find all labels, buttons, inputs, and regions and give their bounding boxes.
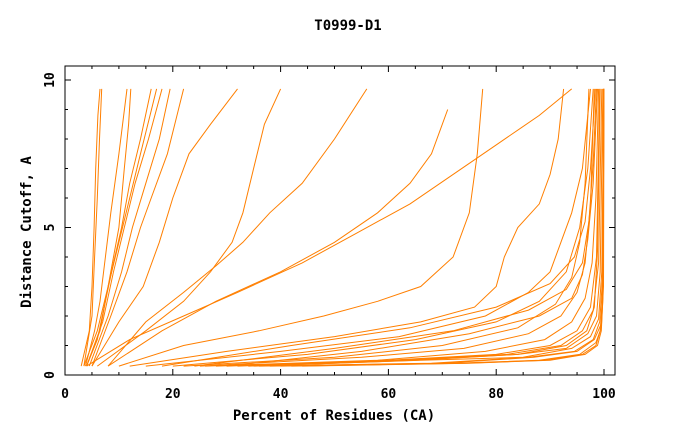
series-line-m2 [83, 88, 103, 367]
series-line-m26 [258, 88, 604, 367]
x-tick-label: 20 [165, 387, 181, 402]
chart-title: T0999-D1 [314, 18, 381, 34]
series-line-m15 [118, 88, 484, 367]
x-tick-label: 100 [592, 387, 616, 402]
series-line-m3 [85, 88, 128, 367]
series-line-m13 [107, 109, 449, 367]
series-line-m32 [291, 88, 604, 367]
series-line-m30 [194, 88, 597, 367]
series-line-m6 [86, 88, 163, 367]
series-line-m33 [302, 88, 605, 367]
series-line-m25 [248, 88, 605, 367]
x-tick-label: 0 [61, 387, 69, 402]
y-tick-label: 0 [43, 371, 58, 379]
series-line-m11 [97, 88, 282, 367]
series-line-m16 [129, 88, 565, 367]
series-line-m27 [269, 88, 605, 367]
y-tick-label: 5 [43, 224, 58, 232]
series-line-m8 [83, 88, 132, 367]
series-line-m12 [107, 88, 368, 367]
series-line-m22 [215, 88, 601, 367]
series-line-m23 [226, 88, 603, 367]
series-line-m29 [226, 88, 598, 367]
x-tick-label: 80 [488, 387, 504, 402]
x-axis-label: Percent of Residues (CA) [233, 408, 435, 424]
series-line-m10 [91, 88, 238, 367]
series-layer [80, 88, 605, 367]
series-line-m14 [86, 88, 573, 367]
y-axis-label: Distance Cutoff, A [19, 156, 35, 308]
series-line-m24 [237, 88, 604, 367]
series-line-m7 [88, 88, 171, 367]
x-tick-label: 60 [381, 387, 397, 402]
series-line-m21 [205, 88, 600, 367]
series-line-m31 [161, 88, 596, 367]
series-line-m9 [91, 88, 185, 367]
series-line-m34 [253, 88, 601, 367]
series-line-m19 [183, 88, 590, 367]
y-tick-label: 10 [43, 72, 58, 88]
series-line-m28 [280, 88, 605, 367]
plot-frame [64, 65, 616, 376]
series-line-m20 [199, 88, 595, 367]
x-tick-label: 40 [273, 387, 289, 402]
series-line-m5 [86, 88, 158, 367]
ticks-layer: 0 20 40 60 80 100 0 5 10 [43, 66, 616, 402]
series-line-m18 [172, 88, 594, 367]
series-line-m17 [145, 88, 591, 367]
